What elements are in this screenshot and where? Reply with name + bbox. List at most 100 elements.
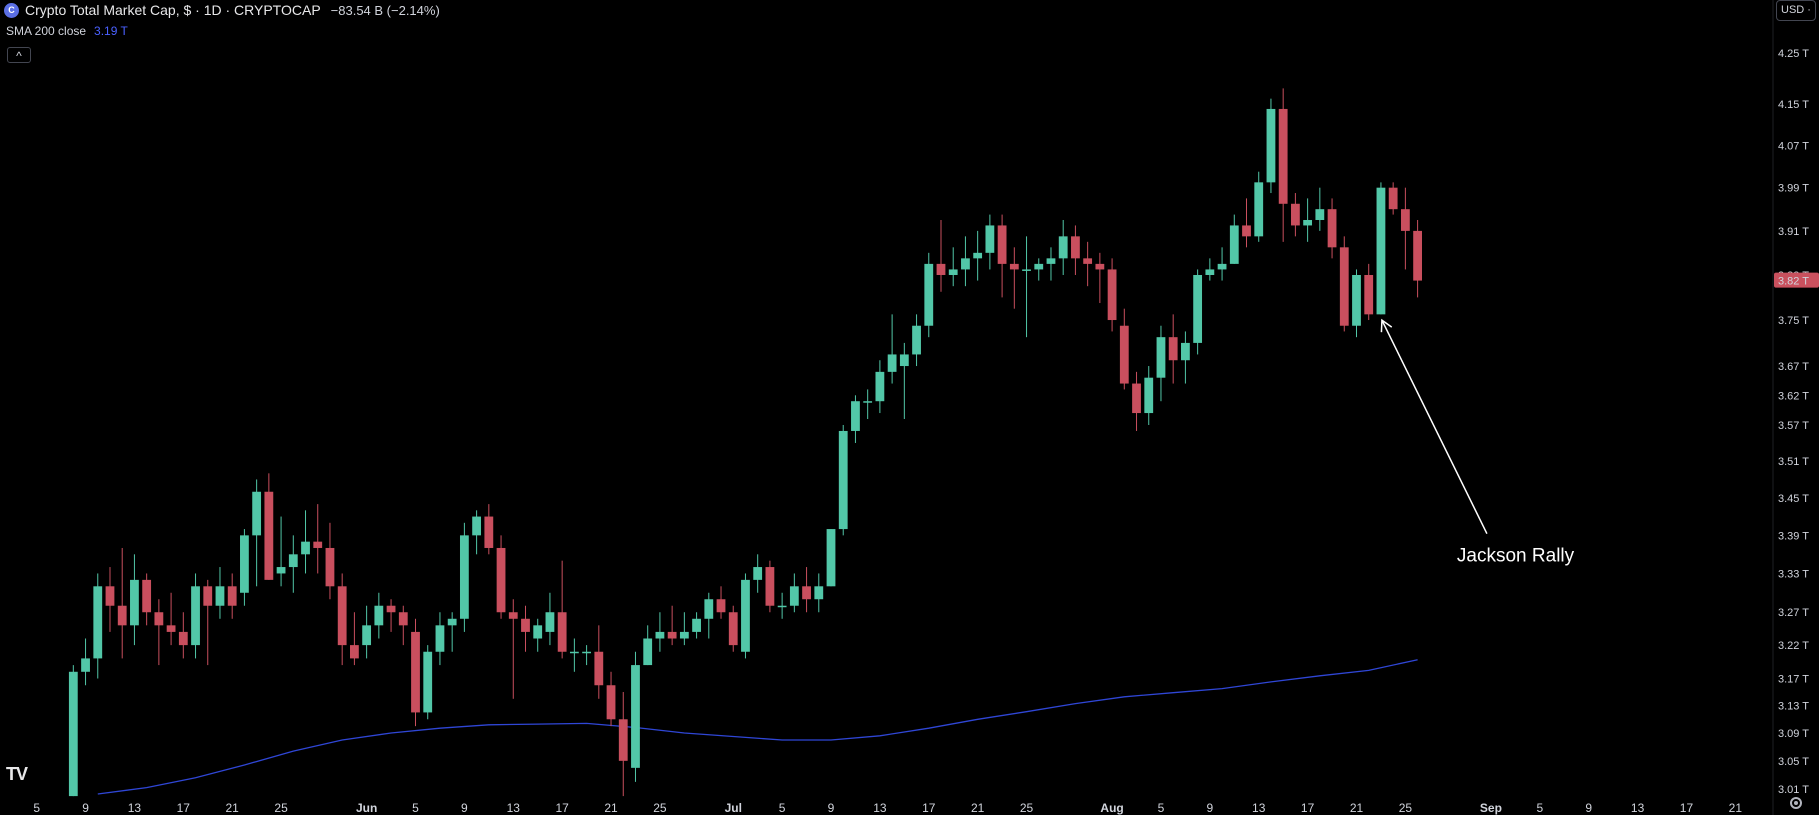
annotation-arrow	[1381, 319, 1488, 535]
candle-body	[496, 547, 506, 613]
x-tick-label: 21	[1350, 801, 1364, 815]
x-tick-label: 13	[1252, 801, 1266, 815]
last-price-badge	[1774, 272, 1819, 288]
candle-body	[447, 618, 457, 626]
candle-body	[1034, 263, 1044, 270]
candle-body	[606, 685, 616, 720]
candle-body	[1107, 269, 1117, 321]
candle-body	[936, 263, 946, 275]
candle-body	[1009, 263, 1019, 270]
y-tick-label: 3.01 T	[1778, 784, 1809, 796]
candle-body	[875, 371, 885, 402]
y-tick-label: 3.99 T	[1778, 183, 1809, 195]
y-tick-label: 3.75 T	[1778, 315, 1809, 327]
candle-body	[789, 586, 799, 606]
candle-body	[985, 225, 995, 253]
candle-body	[826, 529, 836, 587]
x-tick-label: 13	[128, 801, 142, 815]
x-tick-label: 17	[1301, 801, 1315, 815]
settings-gear-icon[interactable]	[1790, 797, 1802, 809]
x-tick-label: 21	[1729, 801, 1743, 815]
x-tick-label: 21	[226, 801, 240, 815]
sma-indicator-label: SMA 200 close	[6, 24, 87, 38]
y-tick-label: 3.09 T	[1778, 728, 1809, 740]
y-tick-label: 3.39 T	[1778, 530, 1809, 542]
candle-body	[924, 263, 934, 326]
candle-body	[838, 430, 848, 530]
candle-body	[582, 651, 591, 654]
candle-body	[337, 586, 347, 646]
candle-body	[533, 625, 543, 639]
sma-indicator-legend[interactable]: SMA 200 close 3.19 T	[6, 24, 128, 38]
candle-body	[692, 618, 701, 632]
x-tick-label: 25	[653, 801, 667, 815]
y-tick-label: 3.67 T	[1778, 361, 1809, 373]
y-tick-label: 3.17 T	[1778, 674, 1809, 686]
candle-body	[1205, 269, 1215, 275]
y-tick-label: 3.22 T	[1778, 640, 1809, 652]
last-price-label: 3.82 T	[1778, 276, 1809, 288]
candle-body	[655, 631, 665, 639]
candle-body	[301, 541, 310, 555]
candle-body	[288, 554, 298, 568]
candle-body	[1083, 258, 1093, 264]
candle-body	[484, 516, 494, 548]
x-tick-label: 17	[177, 801, 191, 815]
candle-body	[851, 401, 860, 431]
candle-body	[166, 625, 176, 632]
candle-body	[1181, 342, 1190, 361]
candle-body	[1352, 274, 1361, 326]
candle-body	[704, 599, 714, 619]
candle-body	[679, 631, 689, 639]
symbol-title[interactable]: Crypto Total Market Cap, $ · 1D · CRYPTO…	[25, 2, 321, 18]
candle-body	[264, 491, 274, 580]
x-tick-label: 25	[274, 801, 288, 815]
y-tick-label: 3.91 T	[1778, 226, 1809, 238]
candle-body	[68, 671, 78, 797]
candle-body	[1339, 247, 1349, 326]
candle-body	[887, 354, 897, 372]
x-tick-label: 9	[1207, 801, 1214, 815]
candle-body	[545, 612, 555, 632]
candle-body	[81, 658, 90, 672]
currency-select-button[interactable]: USD ·	[1776, 0, 1816, 21]
candle-body	[508, 612, 518, 619]
candle-body	[741, 579, 750, 652]
candle-body	[252, 491, 262, 536]
candle-body	[215, 586, 225, 606]
collapse-legend-button[interactable]: ^	[7, 47, 31, 63]
x-tick-label: 21	[604, 801, 618, 815]
tradingview-logo[interactable]: TV	[6, 764, 28, 784]
y-tick-label: 3.27 T	[1778, 607, 1809, 619]
candle-body	[93, 586, 103, 659]
candle-body	[716, 599, 726, 613]
candle-body	[1156, 337, 1166, 378]
x-tick-label: 5	[1536, 801, 1543, 815]
candle-body	[276, 567, 286, 574]
candle-body	[1132, 383, 1141, 414]
y-tick-label: 3.57 T	[1778, 420, 1809, 432]
candle-body	[325, 547, 335, 587]
candle-body	[753, 567, 763, 580]
candle-body	[350, 645, 359, 659]
annotation-arrowhead	[1380, 318, 1393, 333]
y-tick-label: 3.62 T	[1778, 390, 1809, 402]
candle-body	[203, 586, 213, 606]
candle-body	[997, 225, 1007, 264]
candle-body	[1229, 225, 1239, 264]
x-tick-label: 13	[873, 801, 887, 815]
x-tick-label: Sep	[1480, 801, 1502, 815]
candle-body	[667, 631, 677, 639]
candle-body	[1242, 225, 1251, 237]
candle-body	[1168, 337, 1178, 361]
candle-body	[1400, 209, 1410, 231]
candle-body	[814, 586, 824, 600]
candle-body	[105, 586, 115, 606]
candle-body	[1144, 377, 1154, 414]
candle-body	[557, 612, 567, 652]
x-tick-label: 17	[922, 801, 936, 815]
y-tick-label: 3.51 T	[1778, 456, 1809, 468]
sma200-line	[97, 659, 1418, 795]
candle-body	[899, 354, 909, 367]
